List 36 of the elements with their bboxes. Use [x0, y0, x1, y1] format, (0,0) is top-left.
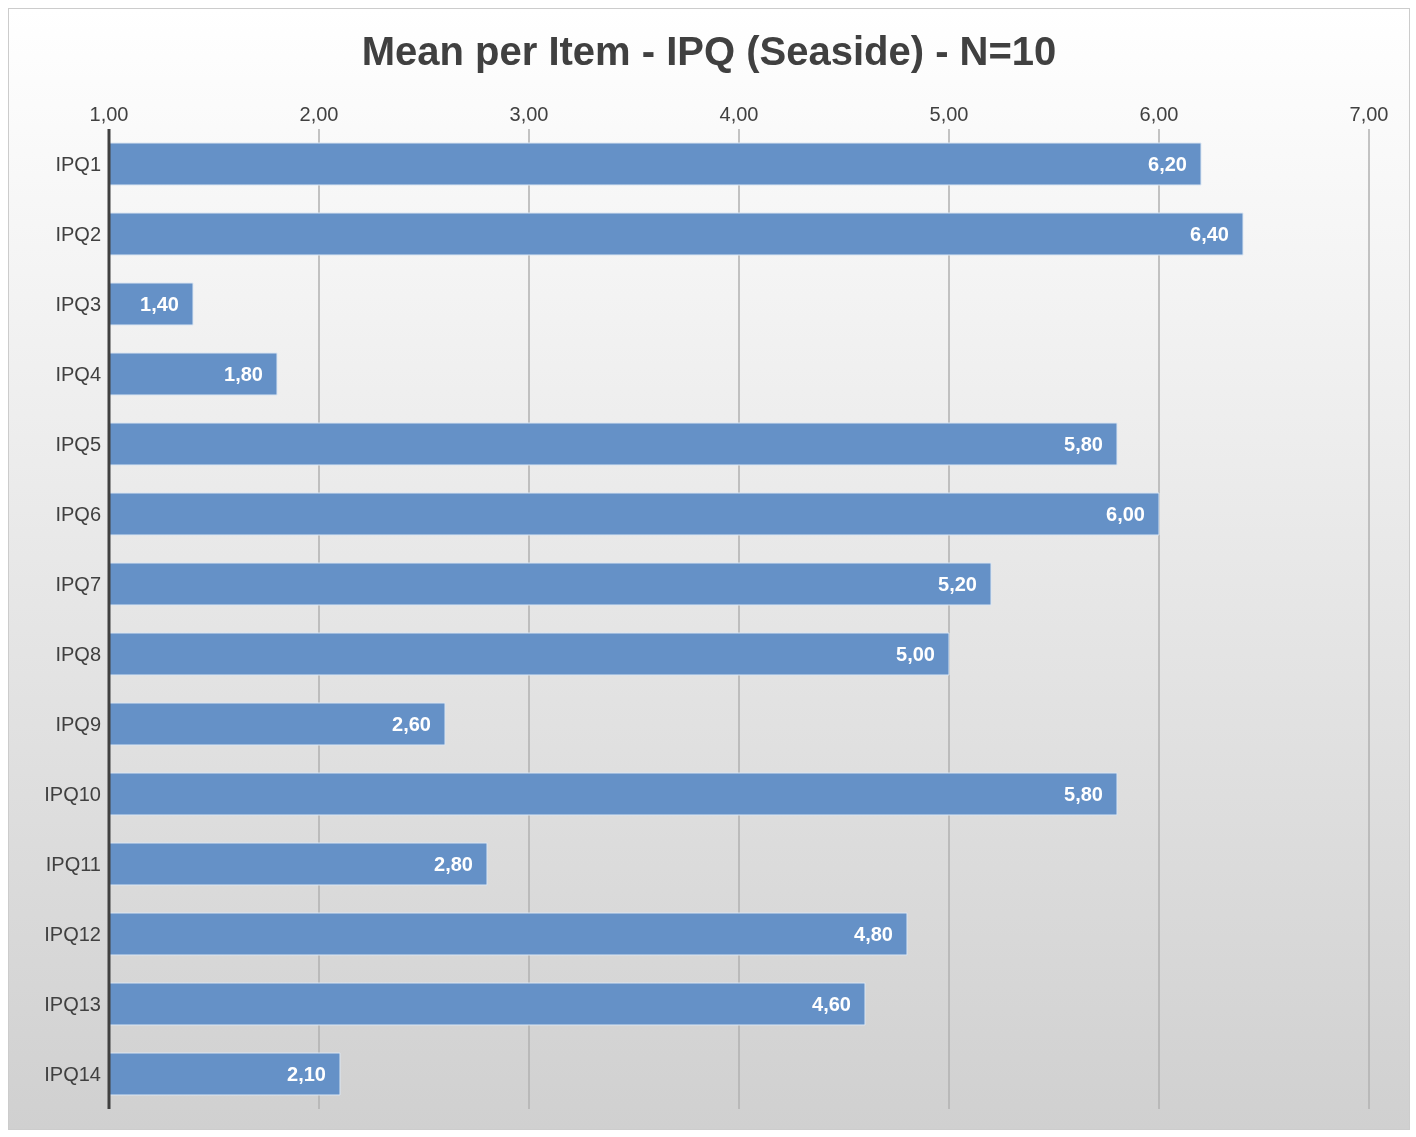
data-label: 5,80 [1064, 433, 1103, 456]
y-tick-label: IPQ1 [55, 153, 101, 176]
x-tick-label: 5,00 [929, 103, 969, 125]
chart-title: Mean per Item - IPQ (Seaside) - N=10 [360, 28, 1058, 75]
data-label: 6,00 [1106, 503, 1145, 526]
data-label: 5,00 [896, 643, 935, 666]
data-label: 2,60 [392, 713, 431, 736]
data-label: 5,80 [1064, 783, 1103, 806]
x-tick-label: 3,00 [509, 103, 549, 125]
data-label: 2,10 [287, 1063, 326, 1086]
x-tick-label: 6,00 [1139, 103, 1179, 125]
x-tick-label: 1,00 [89, 103, 129, 125]
y-tick-label: IPQ2 [55, 223, 101, 246]
y-tick-label: IPQ3 [55, 293, 101, 316]
y-tick-label: IPQ10 [44, 783, 101, 806]
x-tick-label: 4,00 [719, 103, 759, 125]
x-tick-label: 2,00 [299, 103, 339, 125]
y-tick-label: IPQ6 [55, 503, 101, 526]
x-tick-label: 7,00 [1349, 103, 1389, 125]
data-label: 4,60 [812, 993, 851, 1016]
y-tick-label: IPQ11 [45, 853, 101, 876]
y-tick-label: IPQ5 [55, 433, 101, 456]
y-tick-label: IPQ9 [55, 713, 101, 736]
data-label: 2,80 [434, 853, 473, 876]
data-label: 1,80 [224, 363, 263, 386]
y-tick-label: IPQ7 [55, 573, 101, 596]
data-label: 6,20 [1148, 153, 1187, 176]
data-label: 1,40 [140, 293, 179, 316]
data-label: 6,40 [1190, 223, 1229, 246]
y-tick-label: IPQ13 [44, 993, 101, 1016]
y-tick-label: IPQ4 [55, 363, 101, 386]
y-tick-label: IPQ8 [55, 643, 101, 666]
y-tick-label: IPQ12 [44, 923, 101, 946]
data-label: 5,20 [938, 573, 977, 596]
data-label: 4,80 [854, 923, 893, 946]
y-tick-label: IPQ14 [44, 1063, 101, 1086]
